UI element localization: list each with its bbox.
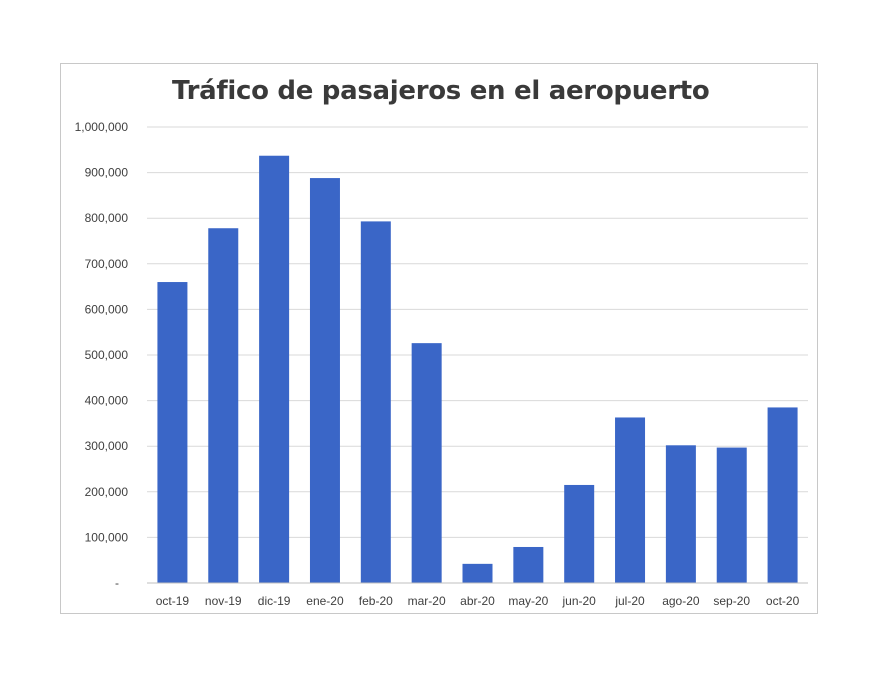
x-tick-label: abr-20 — [460, 594, 495, 608]
y-tick-label: 800,000 — [85, 211, 129, 225]
y-tick-label: 700,000 — [85, 257, 129, 271]
bar-ene-20 — [309, 178, 340, 583]
bar-mar-20 — [411, 343, 442, 583]
x-axis-tick-labels: oct-19 nov-19 dic-19 ene-20 feb-20 mar-20 abr-… — [156, 594, 800, 608]
bar-dic-19 — [259, 155, 290, 583]
y-tick-label: 600,000 — [85, 302, 129, 316]
x-tick-label: ene-20 — [306, 594, 344, 608]
bar-jul-20 — [615, 417, 646, 583]
x-tick-label: ago-20 — [662, 594, 700, 608]
bar-feb-20 — [360, 221, 391, 583]
chart-title: Tráfico de pasajeros en el aeropuerto — [172, 76, 710, 106]
y-tick-label: 100,000 — [85, 530, 129, 544]
y-tick-label: 900,000 — [85, 166, 129, 180]
gridlines — [147, 126, 808, 538]
bar-oct-19 — [157, 282, 188, 583]
x-tick-label: jun-20 — [562, 594, 597, 608]
y-tick-label: 1,000,000 — [75, 120, 129, 134]
x-tick-label: feb-20 — [359, 594, 393, 608]
y-tick-label: 200,000 — [85, 485, 129, 499]
x-tick-label: sep-20 — [713, 594, 750, 608]
y-axis-tick-labels: - 100,000 200,000 300,000 400,000 500,000 600,… — [75, 120, 129, 590]
bar-sep-20 — [716, 447, 747, 583]
x-tick-label: oct-19 — [156, 594, 190, 608]
bar-nov-19 — [208, 228, 239, 583]
x-tick-label: dic-19 — [258, 594, 291, 608]
bar-abr-20 — [462, 563, 493, 583]
bar-ago-20 — [665, 445, 696, 583]
x-tick-label: mar-20 — [408, 594, 446, 608]
x-tick-label: may-20 — [508, 594, 548, 608]
y-tick-label: 300,000 — [85, 439, 129, 453]
bar-jun-20 — [564, 484, 595, 583]
y-tick-label: 400,000 — [85, 394, 129, 408]
bar-may-20 — [513, 546, 544, 583]
y-tick-label: 500,000 — [85, 348, 129, 362]
bar-oct-20 — [767, 407, 798, 583]
y-tick-label: - — [115, 576, 119, 590]
x-tick-label: nov-19 — [205, 594, 242, 608]
x-tick-label: jul-20 — [614, 594, 645, 608]
x-tick-label: oct-20 — [766, 594, 800, 608]
bars — [157, 155, 798, 583]
